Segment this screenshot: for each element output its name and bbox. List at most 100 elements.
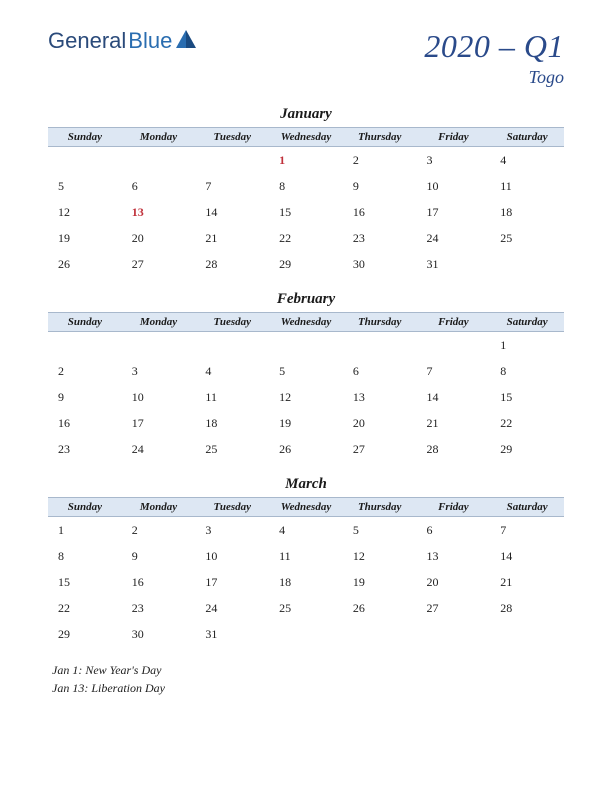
day-cell: 18 <box>490 199 564 225</box>
day-cell: 2 <box>48 358 122 384</box>
day-header: Thursday <box>343 128 417 147</box>
day-cell: 19 <box>343 569 417 595</box>
day-cell: 18 <box>269 569 343 595</box>
country-title: Togo <box>424 67 564 88</box>
day-cell: 21 <box>490 569 564 595</box>
brand-logo: General Blue <box>48 28 196 54</box>
empty-cell <box>417 621 491 647</box>
month-block: January SundayMondayTuesdayWednesdayThurs… <box>48 106 564 277</box>
day-cell: 27 <box>343 436 417 462</box>
month-name: January <box>48 106 564 123</box>
day-cell: 7 <box>490 517 564 544</box>
day-cell: 27 <box>122 251 196 277</box>
holiday-entry: Jan 1: New Year's Day <box>52 661 564 679</box>
day-cell: 6 <box>122 173 196 199</box>
day-cell: 29 <box>269 251 343 277</box>
day-cell: 12 <box>48 199 122 225</box>
day-cell: 8 <box>48 543 122 569</box>
empty-cell <box>490 621 564 647</box>
day-cell: 7 <box>195 173 269 199</box>
day-cell: 15 <box>269 199 343 225</box>
day-cell: 3 <box>417 147 491 174</box>
day-cell: 14 <box>490 543 564 569</box>
day-cell: 11 <box>490 173 564 199</box>
day-header: Sunday <box>48 128 122 147</box>
empty-cell <box>490 251 564 277</box>
month-name: March <box>48 476 564 493</box>
empty-cell <box>195 332 269 359</box>
day-cell: 7 <box>417 358 491 384</box>
day-cell: 31 <box>417 251 491 277</box>
day-cell: 4 <box>269 517 343 544</box>
calendar-table: SundayMondayTuesdayWednesdayThursdayFrid… <box>48 127 564 277</box>
empty-cell <box>48 147 122 174</box>
day-cell: 31 <box>195 621 269 647</box>
title-block: 2020 – Q1 Togo <box>424 28 564 88</box>
day-cell: 20 <box>122 225 196 251</box>
day-cell: 14 <box>417 384 491 410</box>
day-header: Sunday <box>48 498 122 517</box>
month-block: FebruarySundayMondayTuesdayWednesdayThur… <box>48 291 564 462</box>
day-cell: 20 <box>343 410 417 436</box>
day-cell: 4 <box>490 147 564 174</box>
day-cell: 19 <box>269 410 343 436</box>
day-cell: 5 <box>343 517 417 544</box>
day-cell: 20 <box>417 569 491 595</box>
day-cell: 27 <box>417 595 491 621</box>
day-cell: 3 <box>122 358 196 384</box>
day-cell: 1 <box>490 332 564 359</box>
brand-part1: General <box>48 28 126 54</box>
empty-cell <box>343 332 417 359</box>
empty-cell <box>343 621 417 647</box>
month-name: February <box>48 291 564 308</box>
day-cell: 26 <box>48 251 122 277</box>
day-cell: 17 <box>122 410 196 436</box>
day-cell: 29 <box>48 621 122 647</box>
day-cell: 11 <box>269 543 343 569</box>
day-cell: 28 <box>417 436 491 462</box>
day-header: Tuesday <box>195 128 269 147</box>
day-cell: 18 <box>195 410 269 436</box>
day-header: Saturday <box>490 128 564 147</box>
day-cell: 22 <box>490 410 564 436</box>
day-cell: 29 <box>490 436 564 462</box>
day-header: Saturday <box>490 498 564 517</box>
day-cell: 10 <box>417 173 491 199</box>
day-cell: 5 <box>48 173 122 199</box>
day-cell: 26 <box>343 595 417 621</box>
day-cell: 17 <box>195 569 269 595</box>
day-cell: 26 <box>269 436 343 462</box>
day-cell: 13 <box>122 199 196 225</box>
day-cell: 2 <box>122 517 196 544</box>
day-header: Thursday <box>343 313 417 332</box>
day-cell: 16 <box>122 569 196 595</box>
calendar-page: General Blue 2020 – Q1 Togo January Sunda… <box>0 0 612 717</box>
day-cell: 28 <box>490 595 564 621</box>
day-cell: 9 <box>48 384 122 410</box>
day-cell: 16 <box>48 410 122 436</box>
day-cell: 2 <box>343 147 417 174</box>
day-cell: 24 <box>122 436 196 462</box>
day-cell: 13 <box>343 384 417 410</box>
day-cell: 5 <box>269 358 343 384</box>
day-cell: 25 <box>490 225 564 251</box>
empty-cell <box>122 332 196 359</box>
day-cell: 13 <box>417 543 491 569</box>
day-cell: 23 <box>343 225 417 251</box>
holiday-entry: Jan 13: Liberation Day <box>52 679 564 697</box>
day-header: Thursday <box>343 498 417 517</box>
day-header: Monday <box>122 313 196 332</box>
day-cell: 3 <box>195 517 269 544</box>
day-cell: 28 <box>195 251 269 277</box>
empty-cell <box>269 621 343 647</box>
empty-cell <box>48 332 122 359</box>
day-cell: 9 <box>343 173 417 199</box>
months-container: JanuarySundayMondayTuesdayWednesdayThurs… <box>48 106 564 647</box>
day-cell: 10 <box>122 384 196 410</box>
day-cell: 23 <box>122 595 196 621</box>
day-cell: 22 <box>269 225 343 251</box>
day-cell: 16 <box>343 199 417 225</box>
day-cell: 19 <box>48 225 122 251</box>
day-cell: 21 <box>417 410 491 436</box>
day-header: Wednesday <box>269 313 343 332</box>
